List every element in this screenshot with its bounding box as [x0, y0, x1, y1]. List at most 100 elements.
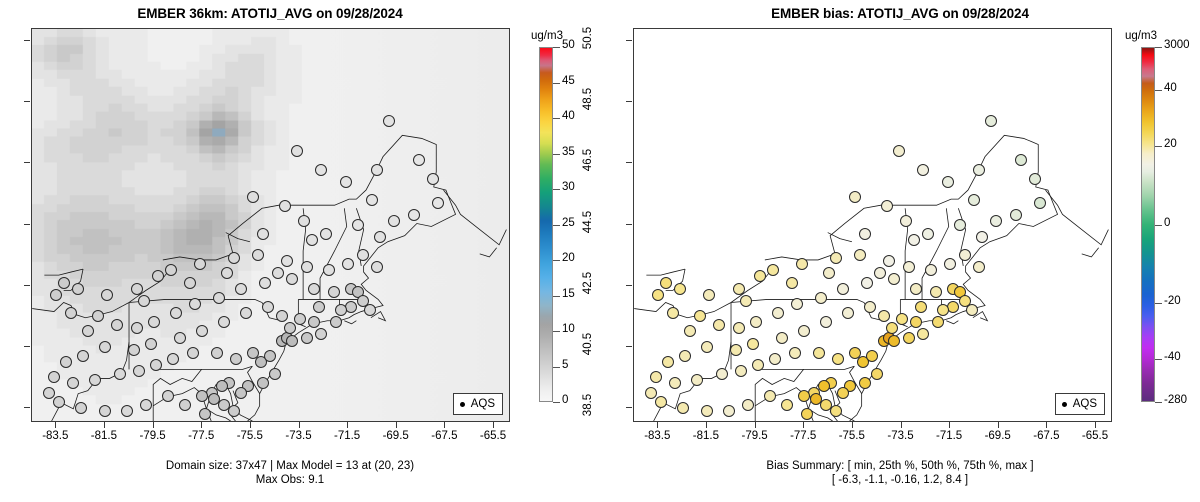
- station-marker: [742, 398, 755, 411]
- station-marker: [427, 172, 440, 185]
- station-marker: [281, 255, 294, 268]
- colorbar-tick: [553, 153, 560, 155]
- station-marker: [147, 316, 160, 329]
- y-axis-tick: [24, 284, 30, 286]
- x-axis-label: -69.5: [984, 430, 1011, 442]
- station-marker: [752, 359, 764, 371]
- station-marker: [227, 404, 240, 417]
- aqs-dot-icon: [459, 401, 465, 407]
- colorbar-tick-label: 15: [562, 287, 575, 300]
- y-axis-label: 42.5: [582, 271, 594, 294]
- station-marker: [713, 319, 726, 332]
- station-marker: [820, 316, 833, 329]
- caption-bias-line1: Bias Summary: [ min, 25th %, 50th %, 75t…: [766, 460, 1034, 472]
- station-marker: [196, 325, 209, 338]
- x-axis-tick: [803, 422, 805, 428]
- station-marker: [98, 404, 111, 417]
- station-marker: [169, 307, 182, 319]
- station-marker: [781, 398, 794, 411]
- station-marker: [739, 294, 752, 307]
- station-marker: [252, 249, 265, 261]
- station-marker: [89, 374, 102, 387]
- x-axis-tick: [997, 422, 999, 428]
- y-axis-label: 46.5: [582, 149, 594, 172]
- x-axis-tick: [657, 422, 659, 428]
- station-marker: [730, 343, 743, 356]
- x-axis-tick: [249, 422, 251, 428]
- station-marker: [167, 352, 179, 365]
- station-marker: [914, 300, 927, 313]
- station-marker: [67, 377, 80, 390]
- station-marker-layer-model: [32, 29, 509, 421]
- station-marker: [749, 316, 762, 329]
- station-marker: [863, 300, 876, 313]
- station-marker: [101, 288, 114, 301]
- y-axis-tick: [24, 223, 30, 225]
- station-marker: [1029, 172, 1042, 185]
- station-marker: [351, 218, 364, 231]
- colorbar-tick: [553, 189, 560, 190]
- x-axis-label: -81.5: [90, 430, 117, 442]
- station-marker: [383, 114, 396, 127]
- station-marker: [342, 258, 355, 271]
- station-marker: [60, 355, 72, 368]
- station-marker: [329, 316, 342, 329]
- station-marker: [873, 267, 886, 280]
- station-marker: [654, 395, 667, 408]
- station-marker: [196, 389, 209, 402]
- x-axis-tick: [949, 422, 951, 428]
- station-marker: [662, 355, 674, 368]
- station-marker: [888, 334, 901, 347]
- station-marker: [922, 227, 935, 240]
- y-axis-tick: [626, 406, 632, 408]
- station-marker: [57, 276, 70, 289]
- station-marker: [958, 249, 971, 261]
- x-axis-label: -69.5: [382, 430, 409, 442]
- x-axis-label: -79.5: [741, 430, 768, 442]
- station-marker: [218, 316, 231, 329]
- station-marker: [315, 163, 328, 176]
- x-axis-label: -77.5: [790, 430, 817, 442]
- station-marker: [320, 227, 333, 240]
- station-marker: [261, 300, 274, 313]
- station-marker: [871, 368, 884, 381]
- colorbar-tick: [1155, 224, 1162, 226]
- station-marker: [800, 407, 813, 420]
- station-marker: [679, 349, 692, 362]
- station-marker: [257, 377, 269, 390]
- colorbar-tick-label: -280: [1164, 394, 1188, 406]
- station-marker: [829, 404, 842, 417]
- station-marker: [254, 355, 267, 368]
- colorbar-tick-label: 5: [562, 358, 569, 371]
- station-marker: [790, 297, 803, 310]
- y-axis-label: 50.5: [582, 27, 594, 50]
- station-marker: [900, 215, 913, 228]
- station-marker: [356, 294, 369, 307]
- colorbar-units-bias: ug/m3: [1125, 30, 1157, 42]
- station-marker: [133, 365, 145, 378]
- colorbar-tick: [553, 331, 560, 332]
- colorbar-tick-label: 20: [562, 252, 575, 264]
- station-marker: [666, 307, 679, 319]
- station-marker: [732, 282, 745, 295]
- x-axis-label: -67.5: [431, 430, 458, 442]
- station-marker: [198, 407, 211, 420]
- x-axis-label: -71.5: [333, 430, 361, 442]
- x-axis-tick: [754, 422, 756, 428]
- y-axis-tick: [626, 223, 632, 225]
- colorbar-tick: [553, 224, 560, 226]
- station-marker: [700, 404, 713, 417]
- colorbar-tick-label: 10: [562, 323, 575, 335]
- station-marker: [145, 337, 158, 350]
- station-marker: [259, 276, 272, 289]
- y-axis-tick: [24, 162, 30, 164]
- station-marker: [856, 355, 869, 368]
- map-plot-bias: AQS: [633, 28, 1112, 422]
- station-marker: [276, 310, 289, 323]
- y-axis-tick: [24, 406, 30, 408]
- station-marker: [137, 294, 150, 307]
- station-marker: [854, 249, 867, 261]
- station-marker: [968, 194, 981, 206]
- station-marker: [910, 282, 923, 295]
- colorbar-tick: [1155, 89, 1162, 91]
